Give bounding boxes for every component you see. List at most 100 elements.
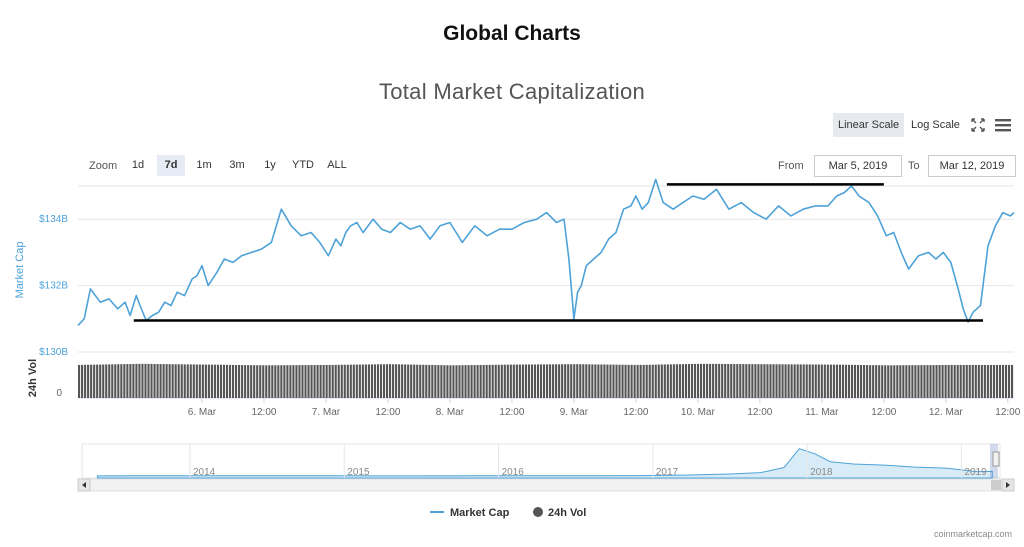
volume-bar <box>216 364 220 398</box>
zoom-7d-button[interactable]: 7d <box>157 155 185 176</box>
zoom-all-button[interactable]: ALL <box>327 159 347 171</box>
volume-bar <box>552 364 555 398</box>
volume-bar <box>168 364 171 398</box>
volume-bar <box>93 364 96 398</box>
volume-bar <box>129 363 132 398</box>
volume-bar <box>989 364 992 398</box>
scroll-right-button[interactable] <box>1001 478 1015 492</box>
volume-bar <box>914 365 917 398</box>
volume-bar <box>748 364 751 398</box>
volume-bar <box>286 365 289 398</box>
volume-bar <box>434 365 437 398</box>
scroll-left-button[interactable] <box>77 478 91 492</box>
from-date-input[interactable] <box>814 155 902 177</box>
volume-bar <box>585 364 588 398</box>
volume-bar <box>533 364 537 398</box>
x-tick-label: 12:00 <box>623 407 648 418</box>
volume-bar <box>820 364 823 398</box>
volume-bar <box>120 364 123 398</box>
volume-bar <box>476 365 479 398</box>
zoom-1y-button[interactable]: 1y <box>264 159 276 171</box>
volume-bar <box>681 364 684 398</box>
fullscreen-icon[interactable] <box>970 117 986 133</box>
volume-bar <box>893 365 896 398</box>
volume-bar <box>337 364 340 398</box>
log-scale-button[interactable]: Log Scale <box>911 119 960 131</box>
zoom-3m-button[interactable]: 3m <box>229 159 245 171</box>
volume-bar <box>141 363 144 398</box>
volume-bar <box>482 364 485 398</box>
footer-credit: coinmarketcap.com <box>933 529 1012 539</box>
volume-bar <box>322 364 325 398</box>
zoom-ytd-button[interactable]: YTD <box>292 159 314 171</box>
zoom-1m-button[interactable]: 1m <box>196 159 212 171</box>
volume-bar <box>395 364 398 398</box>
volume-bar <box>872 365 875 398</box>
volume-bar <box>213 364 216 398</box>
navigator-handle[interactable] <box>992 451 1000 467</box>
navigator-selection[interactable] <box>990 444 998 478</box>
volume-bar <box>431 364 434 398</box>
x-tick-label: 7. Mar <box>312 407 341 418</box>
to-date-input[interactable] <box>928 155 1016 177</box>
volume-bar <box>751 364 754 398</box>
volume-bar <box>177 364 180 398</box>
scroll-left-arrow-icon <box>82 482 86 488</box>
volume-bar <box>805 364 808 398</box>
market-cap-line[interactable] <box>77 178 1015 326</box>
volume-bar <box>349 364 352 398</box>
volume-bar <box>503 364 506 398</box>
x-tick-label: 12:00 <box>747 407 772 418</box>
volume-bar <box>440 365 443 398</box>
scrollbar-thumb[interactable] <box>991 480 1001 490</box>
volume-bar <box>491 364 494 398</box>
volume-bar <box>609 364 612 398</box>
volume-bar <box>968 364 971 398</box>
volume-bar <box>923 365 926 398</box>
volume-bar <box>542 364 546 398</box>
x-tick-label: 10. Mar <box>681 407 716 418</box>
volume-axis-title: 24h Vol <box>27 359 39 397</box>
volume-bar <box>950 364 953 398</box>
volume-bar <box>606 364 609 398</box>
zoom-1d-button[interactable]: 1d <box>131 159 145 171</box>
x-tick-label: 12:00 <box>251 407 276 418</box>
volume-bar <box>111 364 114 398</box>
linear-scale-button[interactable]: Linear Scale <box>833 113 905 137</box>
volume-bar <box>346 364 349 398</box>
volume-bar <box>769 364 772 398</box>
volume-bar <box>1004 364 1008 398</box>
volume-bar <box>902 365 905 398</box>
volume-bar <box>295 365 298 398</box>
volume-bar <box>382 364 386 398</box>
volume-bar <box>1010 364 1014 398</box>
volume-bar <box>144 363 147 398</box>
volume-bar <box>687 364 691 398</box>
navigator-year-label: 2017 <box>656 467 679 478</box>
volume-bar <box>274 365 277 398</box>
volume-bar <box>829 364 832 398</box>
volume-bar <box>256 365 259 398</box>
volume-bar <box>401 364 404 398</box>
volume-bar <box>959 364 962 398</box>
scrollbar-track[interactable] <box>77 478 1015 492</box>
volume-bar <box>186 364 189 398</box>
volume-bar <box>926 365 929 398</box>
volume-bar <box>645 364 648 398</box>
volume-bar <box>669 364 672 398</box>
volume-bar <box>651 364 654 398</box>
volume-bar <box>443 365 446 398</box>
volume-bar <box>207 364 210 398</box>
volume-bar <box>361 364 364 398</box>
volume-bar <box>995 364 999 398</box>
volume-bar <box>253 365 256 398</box>
volume-bar <box>506 364 509 398</box>
volume-bar <box>518 364 521 398</box>
volume-bar <box>416 364 419 398</box>
volume-bar <box>334 364 337 398</box>
volume-bar <box>703 363 706 398</box>
legend-volume-label: 24h Vol <box>548 507 586 519</box>
volume-bar <box>331 364 334 398</box>
volume-bar <box>289 365 292 398</box>
menu-icon[interactable] <box>994 117 1012 133</box>
